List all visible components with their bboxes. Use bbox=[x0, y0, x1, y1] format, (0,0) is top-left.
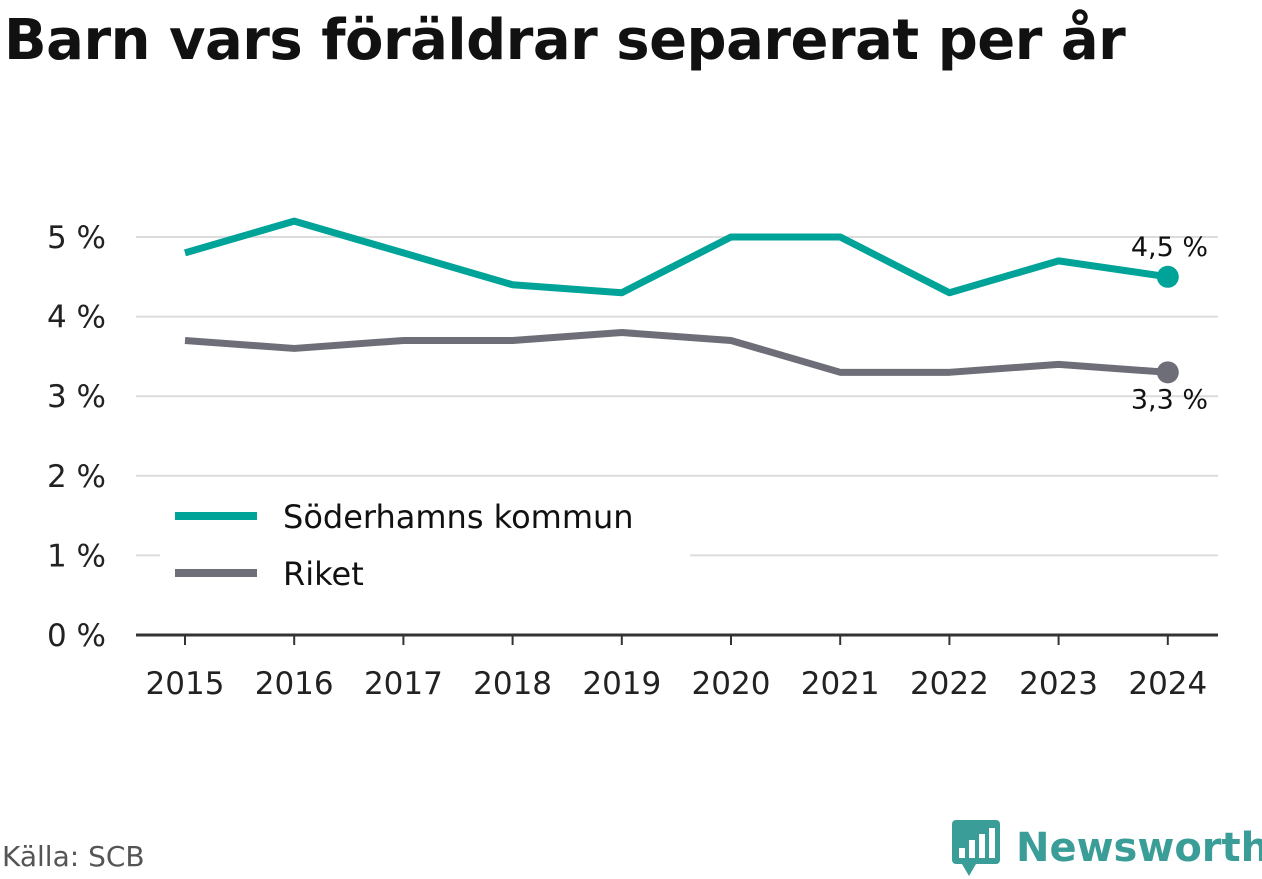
x-tick-label: 2019 bbox=[582, 666, 661, 702]
y-tick-label: 5 % bbox=[47, 220, 106, 256]
y-tick-label: 3 % bbox=[47, 379, 106, 415]
x-tick-label: 2020 bbox=[692, 666, 771, 702]
legend-background bbox=[160, 490, 690, 600]
series-end-point bbox=[1156, 361, 1179, 384]
source-note: Källa: SCB bbox=[2, 840, 145, 873]
x-tick-label: 2023 bbox=[1019, 666, 1098, 702]
legend-label: Riket bbox=[283, 555, 364, 593]
newsworthy-logo: Newsworthy bbox=[950, 818, 1262, 878]
x-tick-label: 2024 bbox=[1128, 666, 1207, 702]
x-tick-label: 2021 bbox=[801, 666, 880, 702]
legend: Söderhamns kommun Riket bbox=[160, 490, 690, 600]
y-tick-label: 4 % bbox=[47, 300, 106, 336]
x-tick-label: 2018 bbox=[473, 666, 552, 702]
x-tick-label: 2015 bbox=[146, 666, 225, 702]
newsworthy-logo-icon bbox=[952, 820, 1000, 876]
line-chart: 0 %1 %2 %3 %4 %5 % 2015 2016 2017 2018 2019 2… bbox=[47, 217, 1218, 702]
series-line bbox=[184, 217, 1169, 297]
y-axis-ticks: 0 % 1 % 2 % 3 % 4 % 5 % bbox=[47, 220, 106, 654]
x-tick-label: 2016 bbox=[255, 666, 334, 702]
newsworthy-logo-text: Newsworthy bbox=[1016, 825, 1262, 871]
series-end-point bbox=[1156, 265, 1179, 288]
series-line bbox=[184, 329, 1169, 376]
series-end-label: 3,3 % bbox=[1131, 384, 1208, 415]
chart-title: Barn vars föräldrar separerat per år bbox=[4, 8, 1126, 73]
legend-label: Söderhamns kommun bbox=[283, 498, 634, 536]
y-tick-label: 0 % bbox=[47, 618, 106, 654]
series-end-label: 4,5 % bbox=[1131, 232, 1208, 263]
series-lines: 4,5 % 3,3 % bbox=[184, 217, 1208, 415]
x-tick-label: 2022 bbox=[910, 666, 989, 702]
x-axis-ticks: 2015 2016 2017 2018 2019 2020 2021 2022 2023 2024 bbox=[146, 635, 1207, 702]
x-tick-label: 2017 bbox=[364, 666, 443, 702]
y-tick-label: 2 % bbox=[47, 459, 106, 495]
y-tick-label: 1 % bbox=[47, 538, 106, 574]
